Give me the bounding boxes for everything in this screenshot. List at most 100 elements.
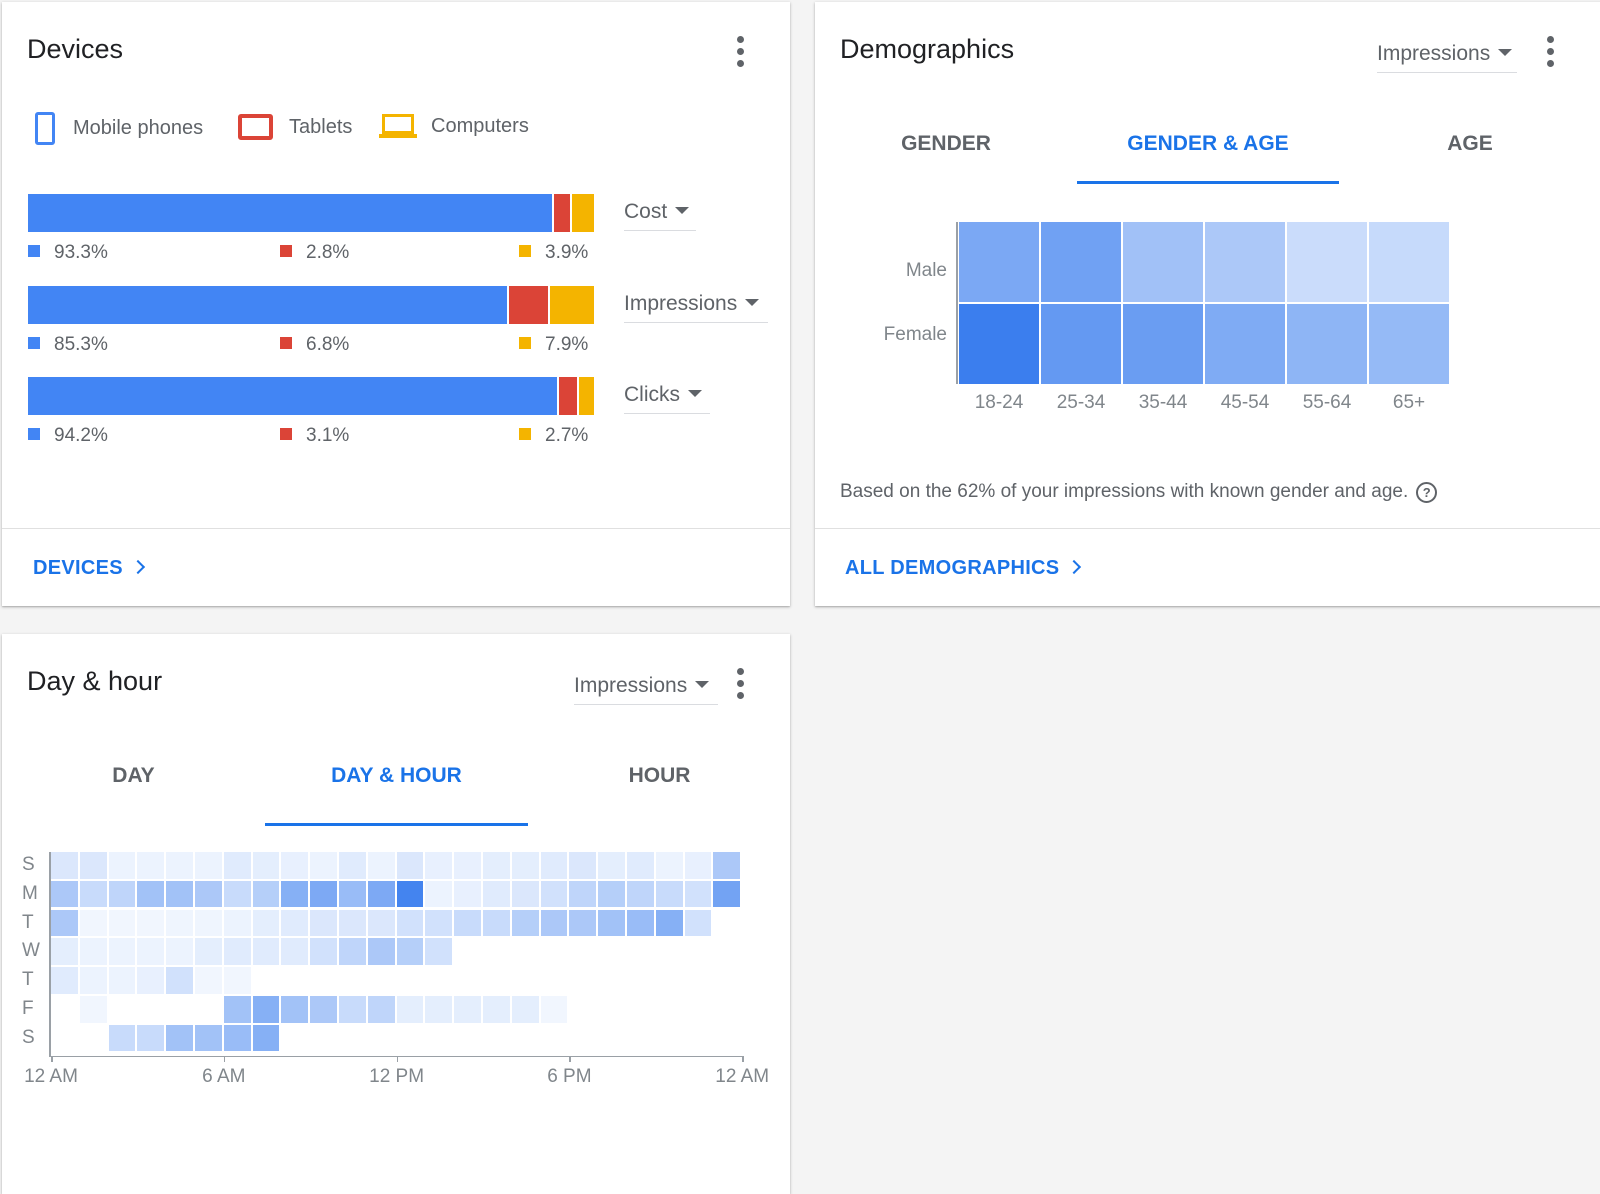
heatmap-cell[interactable]: [367, 880, 395, 908]
heatmap-cell[interactable]: [137, 967, 165, 994]
devices-more-menu-icon[interactable]: [730, 36, 750, 68]
demographics-more-menu-icon[interactable]: [1540, 36, 1560, 68]
heatmap-cell[interactable]: [540, 996, 568, 1023]
heatmap-cell[interactable]: [627, 880, 654, 908]
heatmap-cell[interactable]: [339, 880, 366, 908]
heatmap-cell[interactable]: [396, 880, 424, 908]
heatmap-cell[interactable]: [540, 909, 568, 937]
heatmap-cell[interactable]: [540, 852, 568, 879]
heatmap-cell[interactable]: [79, 996, 107, 1023]
heatmap-cell[interactable]: [1205, 222, 1285, 302]
heatmap-cell[interactable]: [281, 852, 309, 879]
heatmap-cell[interactable]: [569, 909, 597, 937]
heatmap-cell[interactable]: [223, 1024, 251, 1052]
heatmap-cell[interactable]: [1205, 304, 1285, 384]
heatmap-cell[interactable]: [166, 880, 193, 908]
heatmap-cell[interactable]: [252, 852, 280, 879]
heatmap-cell[interactable]: [310, 880, 337, 908]
heatmap-cell[interactable]: [223, 909, 251, 937]
heatmap-cell[interactable]: [108, 880, 136, 908]
heatmap-cell[interactable]: [959, 222, 1039, 302]
heatmap-cell[interactable]: [1041, 304, 1121, 384]
devices-link[interactable]: DEVICES: [33, 557, 145, 580]
heatmap-cell[interactable]: [483, 880, 510, 908]
heatmap-cell[interactable]: [598, 909, 625, 937]
heatmap-cell[interactable]: [281, 880, 309, 908]
metric-select-cost[interactable]: Cost: [624, 200, 696, 231]
metric-select-impressions[interactable]: Impressions: [624, 292, 768, 323]
heatmap-cell[interactable]: [137, 909, 165, 937]
heatmap-cell[interactable]: [1287, 304, 1367, 384]
heatmap-cell[interactable]: [367, 852, 395, 879]
heatmap-cell[interactable]: [108, 852, 136, 879]
heatmap-cell[interactable]: [684, 880, 712, 908]
heatmap-cell[interactable]: [396, 938, 424, 965]
heatmap-cell[interactable]: [166, 1024, 193, 1052]
heatmap-cell[interactable]: [51, 938, 78, 965]
heatmap-cell[interactable]: [252, 909, 280, 937]
heatmap-cell[interactable]: [310, 996, 337, 1023]
heatmap-cell[interactable]: [511, 909, 539, 937]
heatmap-cell[interactable]: [79, 938, 107, 965]
heatmap-cell[interactable]: [108, 938, 136, 965]
heatmap-cell[interactable]: [1041, 222, 1121, 302]
tab-day[interactable]: DAY: [112, 764, 155, 787]
heatmap-cell[interactable]: [684, 852, 712, 879]
all-demographics-link[interactable]: ALL DEMOGRAPHICS: [845, 557, 1082, 580]
heatmap-cell[interactable]: [425, 938, 453, 965]
heatmap-cell[interactable]: [425, 852, 453, 879]
heatmap-cell[interactable]: [454, 880, 481, 908]
heatmap-cell[interactable]: [195, 1024, 222, 1052]
heatmap-cell[interactable]: [598, 880, 625, 908]
heatmap-cell[interactable]: [367, 938, 395, 965]
day-hour-more-menu-icon[interactable]: [730, 668, 750, 700]
heatmap-cell[interactable]: [713, 880, 741, 908]
heatmap-cell[interactable]: [627, 852, 654, 879]
heatmap-cell[interactable]: [425, 996, 453, 1023]
heatmap-cell[interactable]: [655, 852, 683, 879]
heatmap-cell[interactable]: [713, 852, 741, 879]
heatmap-cell[interactable]: [281, 996, 309, 1023]
heatmap-cell[interactable]: [166, 967, 193, 994]
heatmap-cell[interactable]: [367, 996, 395, 1023]
heatmap-cell[interactable]: [51, 880, 78, 908]
heatmap-cell[interactable]: [569, 852, 597, 879]
day-hour-metric-select[interactable]: Impressions: [574, 674, 718, 705]
heatmap-cell[interactable]: [483, 909, 510, 937]
heatmap-cell[interactable]: [281, 909, 309, 937]
heatmap-cell[interactable]: [627, 909, 654, 937]
heatmap-cell[interactable]: [454, 996, 481, 1023]
heatmap-cell[interactable]: [79, 909, 107, 937]
heatmap-cell[interactable]: [511, 996, 539, 1023]
heatmap-cell[interactable]: [655, 909, 683, 937]
heatmap-cell[interactable]: [339, 996, 366, 1023]
heatmap-cell[interactable]: [223, 967, 251, 994]
tab-gender[interactable]: GENDER: [901, 132, 991, 155]
heatmap-cell[interactable]: [252, 1024, 280, 1052]
heatmap-cell[interactable]: [655, 880, 683, 908]
heatmap-cell[interactable]: [425, 880, 453, 908]
heatmap-cell[interactable]: [79, 852, 107, 879]
heatmap-cell[interactable]: [454, 909, 481, 937]
heatmap-cell[interactable]: [1369, 222, 1449, 302]
heatmap-cell[interactable]: [51, 852, 78, 879]
heatmap-cell[interactable]: [137, 938, 165, 965]
heatmap-cell[interactable]: [137, 1024, 165, 1052]
tab-age[interactable]: AGE: [1447, 132, 1493, 155]
heatmap-cell[interactable]: [166, 938, 193, 965]
tab-gender-and-age[interactable]: GENDER & AGE: [1127, 132, 1289, 155]
heatmap-cell[interactable]: [195, 852, 222, 879]
heatmap-cell[interactable]: [684, 909, 712, 937]
heatmap-cell[interactable]: [223, 996, 251, 1023]
heatmap-cell[interactable]: [195, 938, 222, 965]
heatmap-cell[interactable]: [483, 852, 510, 879]
heatmap-cell[interactable]: [223, 880, 251, 908]
heatmap-cell[interactable]: [367, 909, 395, 937]
heatmap-cell[interactable]: [252, 996, 280, 1023]
heatmap-cell[interactable]: [195, 967, 222, 994]
tab-day-and-hour[interactable]: DAY & HOUR: [331, 764, 462, 787]
heatmap-cell[interactable]: [310, 909, 337, 937]
heatmap-cell[interactable]: [310, 938, 337, 965]
heatmap-cell[interactable]: [137, 880, 165, 908]
heatmap-cell[interactable]: [252, 938, 280, 965]
